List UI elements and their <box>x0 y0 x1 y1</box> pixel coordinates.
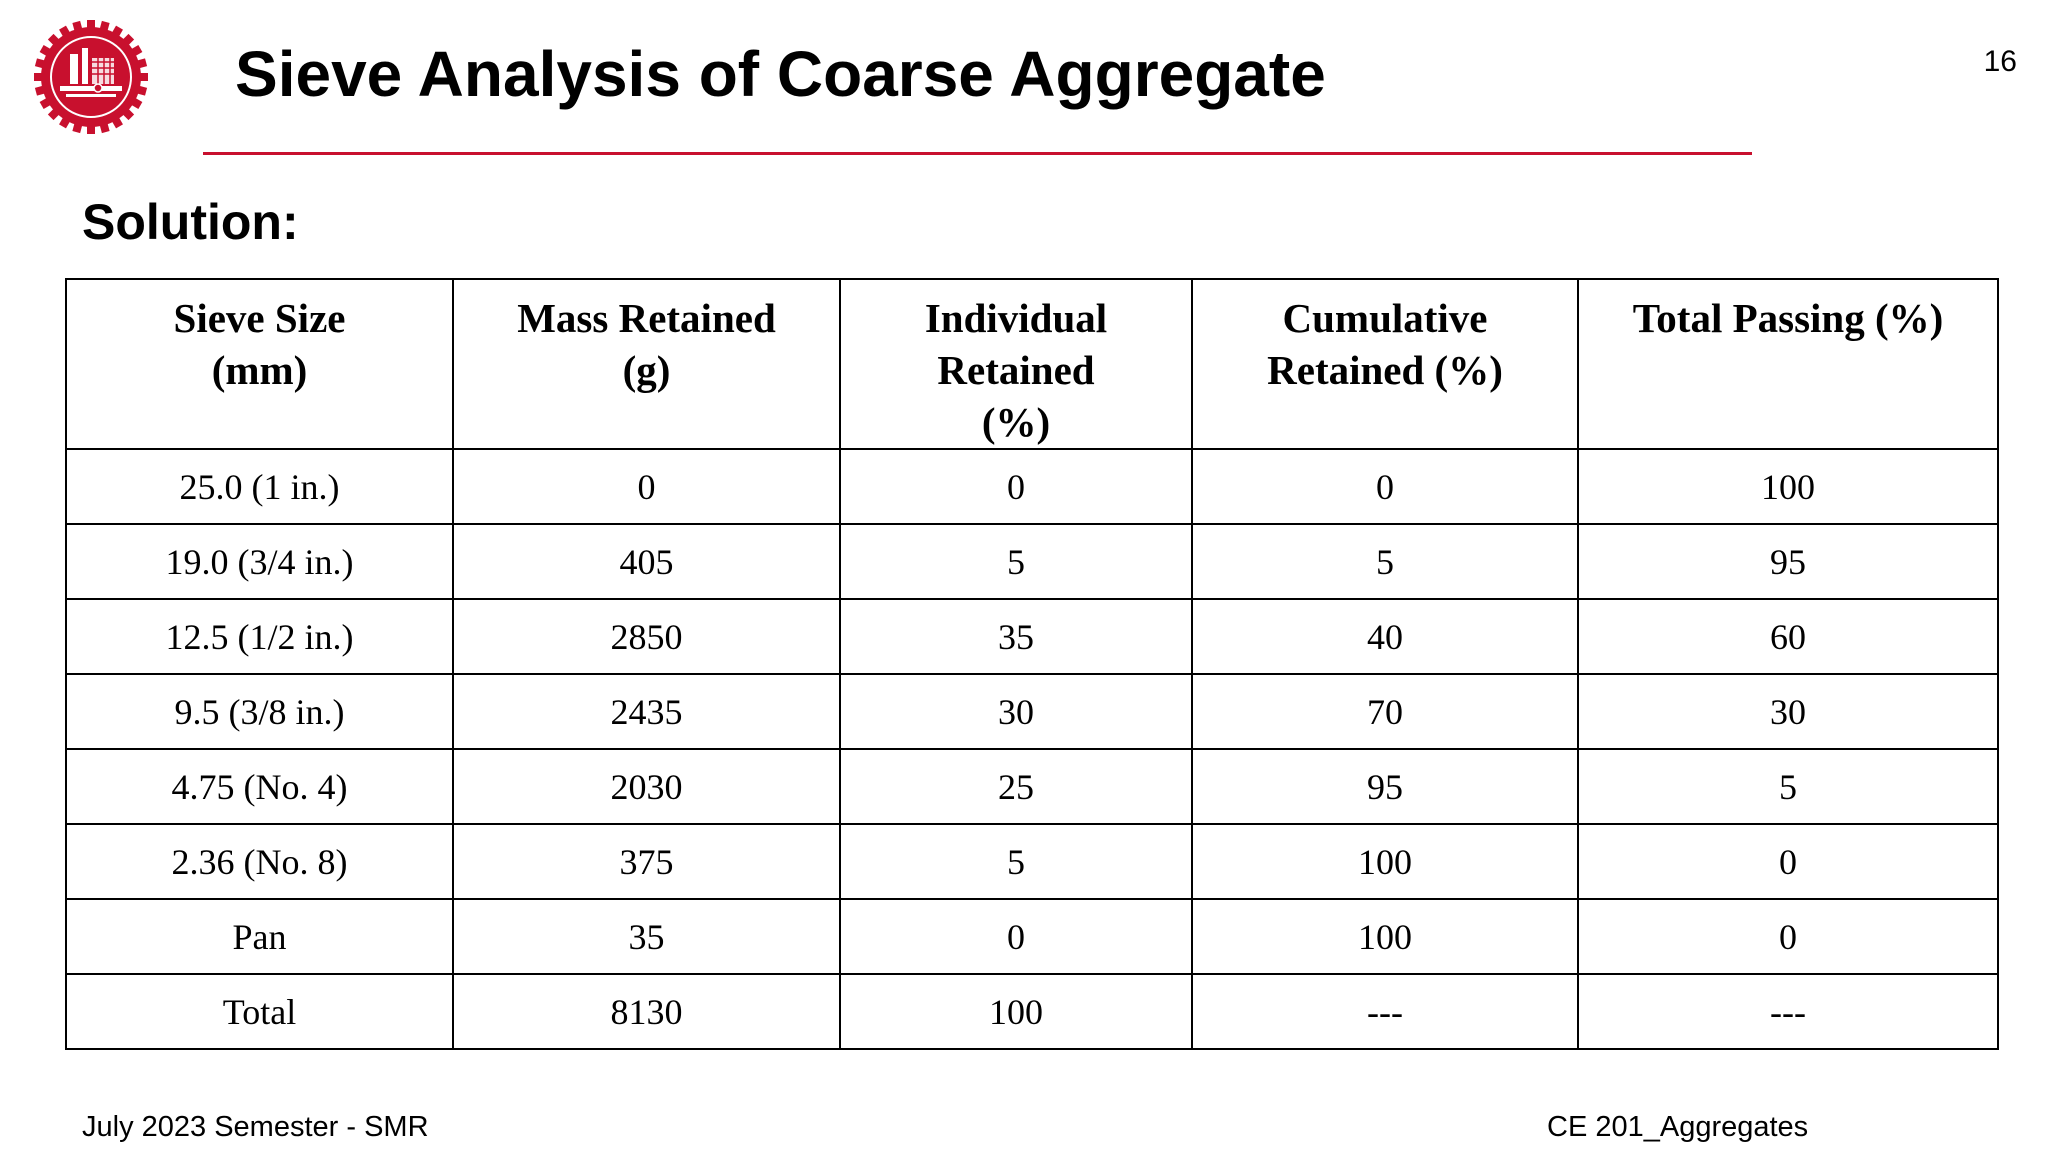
cell-total-passing: 30 <box>1577 673 1999 750</box>
table-row: 12.5 (1/2 in.) 2850 35 40 60 <box>65 598 1999 675</box>
cell-sieve-size: 9.5 (3/8 in.) <box>65 673 454 750</box>
cell-mass-retained: 2435 <box>452 673 841 750</box>
cell-sieve-size: 25.0 (1 in.) <box>65 448 454 525</box>
cell-cumulative-retained: 100 <box>1191 823 1579 900</box>
page-number: 16 <box>1983 45 2017 78</box>
cell-individual-retained: 100 <box>839 973 1193 1050</box>
header-line: Sieve Size <box>173 295 346 341</box>
solution-heading: Solution: <box>82 194 299 250</box>
cell-mass-retained: 0 <box>452 448 841 525</box>
header-line: Total Passing (%) <box>1632 295 1944 341</box>
cell-sieve-size: 12.5 (1/2 in.) <box>65 598 454 675</box>
column-header-individual-retained: Individual Retained (%) <box>839 278 1193 450</box>
cell-total-passing: --- <box>1577 973 1999 1050</box>
column-header-cumulative-retained: Cumulative Retained (%) <box>1191 278 1579 450</box>
column-header-sieve-size: Sieve Size (mm) <box>65 278 454 450</box>
column-header-mass-retained: Mass Retained (g) <box>452 278 841 450</box>
table-row: 9.5 (3/8 in.) 2435 30 70 30 <box>65 673 1999 750</box>
cell-total-passing: 0 <box>1577 898 1999 975</box>
cell-mass-retained: 8130 <box>452 973 841 1050</box>
cell-mass-retained: 405 <box>452 523 841 600</box>
cell-cumulative-retained: 40 <box>1191 598 1579 675</box>
cell-individual-retained: 0 <box>839 898 1193 975</box>
header-line: Individual <box>924 295 1108 341</box>
cell-cumulative-retained: 0 <box>1191 448 1579 525</box>
university-seal-icon <box>32 18 150 136</box>
cell-sieve-size: 2.36 (No. 8) <box>65 823 454 900</box>
cell-mass-retained: 2850 <box>452 598 841 675</box>
slide-title: Sieve Analysis of Coarse Aggregate <box>235 38 1326 110</box>
title-divider <box>203 152 1752 155</box>
cell-total-passing: 100 <box>1577 448 1999 525</box>
cell-cumulative-retained: --- <box>1191 973 1579 1050</box>
cell-cumulative-retained: 95 <box>1191 748 1579 825</box>
header-line: Cumulative <box>1282 295 1488 341</box>
cell-individual-retained: 30 <box>839 673 1193 750</box>
header-line: (g) <box>622 347 671 393</box>
footer-semester: July 2023 Semester - SMR <box>82 1111 429 1143</box>
cell-individual-retained: 35 <box>839 598 1193 675</box>
table-row-total: Total 8130 100 --- --- <box>65 973 1999 1050</box>
cell-individual-retained: 25 <box>839 748 1193 825</box>
column-header-total-passing: Total Passing (%) <box>1577 278 1999 450</box>
cell-sieve-size: Pan <box>65 898 454 975</box>
table-header-row: Sieve Size (mm) Mass Retained (g) Indivi… <box>65 278 1999 450</box>
cell-sieve-size: Total <box>65 973 454 1050</box>
cell-sieve-size: 4.75 (No. 4) <box>65 748 454 825</box>
table-row: Pan 35 0 100 0 <box>65 898 1999 975</box>
cell-cumulative-retained: 100 <box>1191 898 1579 975</box>
cell-total-passing: 60 <box>1577 598 1999 675</box>
cell-mass-retained: 35 <box>452 898 841 975</box>
cell-mass-retained: 375 <box>452 823 841 900</box>
cell-total-passing: 95 <box>1577 523 1999 600</box>
cell-sieve-size: 19.0 (3/4 in.) <box>65 523 454 600</box>
sieve-analysis-table: Sieve Size (mm) Mass Retained (g) Indivi… <box>65 278 1999 1050</box>
cell-individual-retained: 5 <box>839 823 1193 900</box>
cell-total-passing: 5 <box>1577 748 1999 825</box>
cell-individual-retained: 0 <box>839 448 1193 525</box>
cell-cumulative-retained: 70 <box>1191 673 1579 750</box>
header-line: Retained (%) <box>1267 347 1503 393</box>
cell-cumulative-retained: 5 <box>1191 523 1579 600</box>
header-line: Mass Retained <box>517 295 776 341</box>
table-row: 25.0 (1 in.) 0 0 0 100 <box>65 448 1999 525</box>
table-row: 4.75 (No. 4) 2030 25 95 5 <box>65 748 1999 825</box>
cell-individual-retained: 5 <box>839 523 1193 600</box>
footer-course: CE 201_Aggregates <box>1547 1111 1809 1143</box>
table-row: 2.36 (No. 8) 375 5 100 0 <box>65 823 1999 900</box>
table-row: 19.0 (3/4 in.) 405 5 5 95 <box>65 523 1999 600</box>
cell-total-passing: 0 <box>1577 823 1999 900</box>
header-line: Retained <box>937 347 1095 393</box>
cell-mass-retained: 2030 <box>452 748 841 825</box>
header-line: (mm) <box>211 347 308 393</box>
header-line: (%) <box>981 399 1051 445</box>
